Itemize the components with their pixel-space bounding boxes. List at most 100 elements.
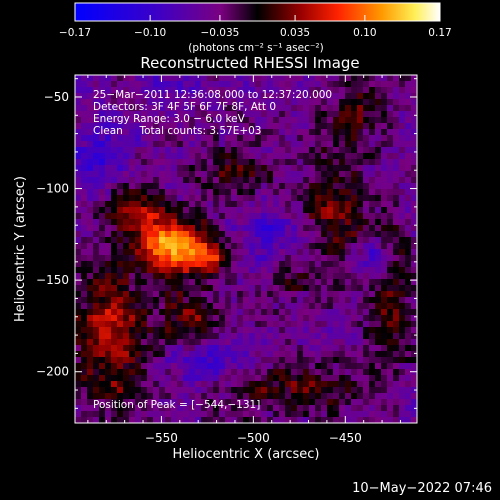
heatmap-cell: [183, 117, 190, 124]
heatmap-cell: [375, 405, 382, 412]
heatmap-cell: [333, 261, 340, 268]
heatmap-cell: [201, 129, 208, 136]
heatmap-cell: [303, 309, 310, 316]
heatmap-cell: [99, 333, 106, 340]
heatmap-cell: [345, 159, 352, 166]
heatmap-cell: [345, 75, 352, 82]
heatmap-cell: [327, 201, 334, 208]
heatmap-cell: [357, 171, 364, 178]
heatmap-cell: [177, 261, 184, 268]
heatmap-cell: [147, 411, 154, 418]
heatmap-cell: [333, 297, 340, 304]
heatmap-cell: [105, 147, 112, 154]
heatmap-cell: [141, 285, 148, 292]
heatmap-cell: [243, 411, 250, 418]
heatmap-cell: [219, 411, 226, 418]
heatmap-cell: [219, 171, 226, 178]
heatmap-cell: [393, 399, 400, 406]
heatmap-cell: [261, 393, 268, 400]
heatmap-cell: [387, 153, 394, 160]
heatmap-cell: [297, 141, 304, 148]
heatmap-cell: [363, 165, 370, 172]
heatmap-cell: [81, 363, 88, 370]
heatmap-cell: [225, 213, 232, 220]
heatmap-cell: [345, 177, 352, 184]
heatmap-cell: [75, 303, 82, 310]
heatmap-cell: [411, 117, 418, 124]
heatmap-cell: [177, 321, 184, 328]
heatmap-cell: [153, 129, 160, 136]
heatmap-cell: [225, 309, 232, 316]
heatmap-cell: [141, 219, 148, 226]
heatmap-cell: [315, 267, 322, 274]
heatmap-cell: [309, 399, 316, 406]
heatmap-cell: [309, 141, 316, 148]
heatmap-cell: [153, 237, 160, 244]
heatmap-cell: [129, 279, 136, 286]
heatmap-cell: [219, 309, 226, 316]
heatmap-cell: [303, 213, 310, 220]
heatmap-cell: [117, 219, 124, 226]
heatmap-cell: [171, 321, 178, 328]
heatmap-cell: [75, 225, 82, 232]
heatmap-cell: [405, 261, 412, 268]
heatmap-cell: [159, 321, 166, 328]
heatmap-cell: [333, 195, 340, 202]
heatmap-cell: [309, 255, 316, 262]
heatmap-cell: [141, 261, 148, 268]
heatmap-cell: [261, 345, 268, 352]
heatmap-cell: [333, 345, 340, 352]
heatmap-cell: [303, 393, 310, 400]
heatmap-cell: [177, 93, 184, 100]
heatmap-cell: [135, 213, 142, 220]
heatmap-cell: [141, 255, 148, 262]
heatmap-cell: [405, 411, 412, 418]
heatmap-cell: [405, 189, 412, 196]
heatmap-cell: [327, 399, 334, 406]
heatmap-cell: [153, 369, 160, 376]
heatmap-cell: [345, 345, 352, 352]
heatmap-cell: [147, 165, 154, 172]
heatmap-cell: [207, 75, 214, 82]
heatmap-cell: [399, 303, 406, 310]
heatmap-cell: [309, 285, 316, 292]
heatmap-cell: [225, 327, 232, 334]
heatmap-cell: [237, 75, 244, 82]
heatmap-cell: [381, 135, 388, 142]
heatmap-cell: [375, 381, 382, 388]
heatmap-cell: [93, 153, 100, 160]
heatmap-cell: [129, 411, 136, 418]
heatmap-cell: [303, 297, 310, 304]
heatmap-cell: [87, 81, 94, 88]
heatmap-cell: [411, 183, 418, 190]
heatmap-cell: [207, 273, 214, 280]
heatmap-cell: [363, 303, 370, 310]
heatmap-cell: [165, 291, 172, 298]
heatmap-cell: [315, 273, 322, 280]
heatmap-cell: [159, 105, 166, 112]
heatmap-cell: [279, 327, 286, 334]
heatmap-cell: [81, 387, 88, 394]
heatmap-cell: [279, 249, 286, 256]
heatmap-cell: [177, 159, 184, 166]
heatmap-cell: [243, 303, 250, 310]
heatmap-cell: [81, 345, 88, 352]
heatmap-cell: [315, 243, 322, 250]
heatmap-cell: [345, 255, 352, 262]
heatmap-cell: [261, 405, 268, 412]
heatmap-cell: [189, 237, 196, 244]
heatmap-cell: [81, 321, 88, 328]
heatmap-cell: [123, 327, 130, 334]
heatmap-cell: [99, 261, 106, 268]
heatmap-cell: [345, 321, 352, 328]
heatmap-cell: [333, 303, 340, 310]
heatmap-cell: [237, 417, 244, 424]
heatmap-cell: [255, 351, 262, 358]
heatmap-cell: [237, 135, 244, 142]
heatmap-cell: [183, 249, 190, 256]
heatmap-cell: [267, 381, 274, 388]
heatmap-cell: [183, 267, 190, 274]
heatmap-cell: [405, 267, 412, 274]
heatmap-cell: [135, 399, 142, 406]
heatmap-cell: [339, 75, 346, 82]
